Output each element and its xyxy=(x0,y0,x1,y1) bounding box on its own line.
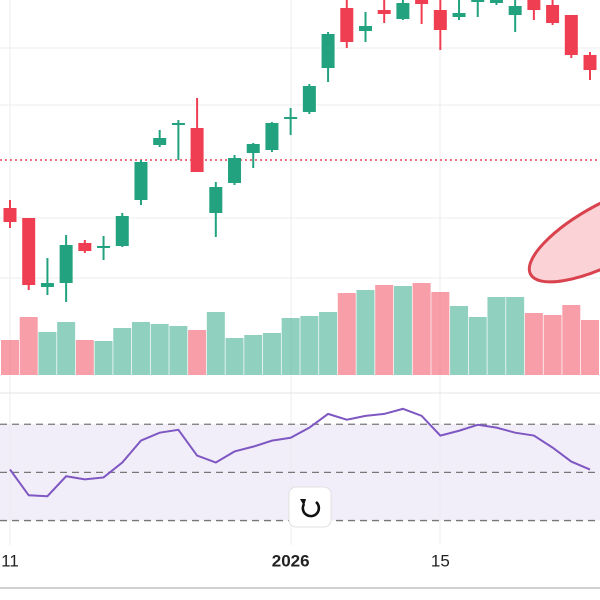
x-axis: 11 2026 15 xyxy=(1,551,450,570)
candle-body xyxy=(302,86,316,112)
grid xyxy=(0,0,600,545)
candle-body xyxy=(583,55,597,70)
candle-body xyxy=(489,0,503,3)
candle-body xyxy=(246,144,260,153)
candle-body xyxy=(97,246,111,248)
volume-bar xyxy=(57,322,76,375)
volume-bar xyxy=(393,286,412,375)
x-tick-label: 15 xyxy=(431,551,450,570)
candle-body xyxy=(508,6,522,15)
volume-bar xyxy=(75,340,94,375)
candle-body xyxy=(377,10,391,14)
volume-bar xyxy=(38,332,57,375)
candle-body xyxy=(228,158,242,183)
drawing-annotation[interactable] xyxy=(516,163,600,300)
volume-bar xyxy=(169,326,188,375)
volume-bar xyxy=(450,306,469,375)
volume-bar xyxy=(113,328,132,375)
candle-body xyxy=(190,128,204,172)
volume-bar xyxy=(300,316,319,375)
rsi-line xyxy=(9,407,591,498)
volume-bar xyxy=(468,317,487,375)
price-layer xyxy=(0,0,600,302)
candle-body xyxy=(59,245,73,283)
volume-bar xyxy=(337,293,356,375)
volume-bar xyxy=(375,285,394,375)
candle-body xyxy=(415,0,429,4)
x-tick-label: 11 xyxy=(1,551,19,570)
candle-body xyxy=(527,0,541,10)
candle-body xyxy=(396,3,410,19)
reset-icon-arrow xyxy=(300,499,306,506)
candle-body xyxy=(433,10,447,30)
candle-body xyxy=(153,138,167,145)
candle-body xyxy=(340,8,354,42)
candle-body xyxy=(564,15,578,55)
volume-bar xyxy=(524,313,543,375)
volume-bar xyxy=(506,297,525,375)
candle-body xyxy=(22,218,36,285)
volume-bar xyxy=(206,312,225,375)
candle-body xyxy=(78,243,92,251)
volume-bar xyxy=(225,338,244,375)
volume-bar xyxy=(319,312,338,375)
candle-body xyxy=(171,123,185,125)
candle-body xyxy=(115,216,129,246)
volume-bar xyxy=(131,322,150,375)
volume-bar xyxy=(19,317,38,375)
volume-bar xyxy=(431,292,450,375)
volume-bar xyxy=(562,305,581,375)
volume-bar xyxy=(150,324,169,375)
candle-body xyxy=(209,187,223,213)
x-tick-label: 2026 xyxy=(272,551,310,570)
volume-bar xyxy=(281,318,300,375)
candle-body xyxy=(358,26,372,31)
volume-bar xyxy=(1,340,19,375)
candle-body xyxy=(284,117,298,119)
candle-body xyxy=(471,0,485,2)
volume-bar xyxy=(581,320,600,375)
candle-body xyxy=(134,162,148,200)
volume-bar xyxy=(356,290,375,375)
volume-bar xyxy=(487,297,506,375)
volume-bar xyxy=(412,283,431,375)
button-bg[interactable] xyxy=(288,486,332,528)
candle-body xyxy=(40,283,54,287)
reset-icon xyxy=(301,501,321,518)
candle-body xyxy=(3,208,17,222)
candle-body xyxy=(321,34,335,68)
volume-bar xyxy=(262,333,281,375)
volume-layer xyxy=(1,283,600,375)
volume-bar xyxy=(188,330,207,375)
volume-bar xyxy=(543,315,562,375)
candle-body xyxy=(546,5,560,23)
candle-body xyxy=(265,123,279,150)
volume-bar xyxy=(244,335,263,375)
reset-button[interactable] xyxy=(288,486,332,528)
candle-body xyxy=(452,13,466,17)
volume-bar xyxy=(94,341,113,375)
